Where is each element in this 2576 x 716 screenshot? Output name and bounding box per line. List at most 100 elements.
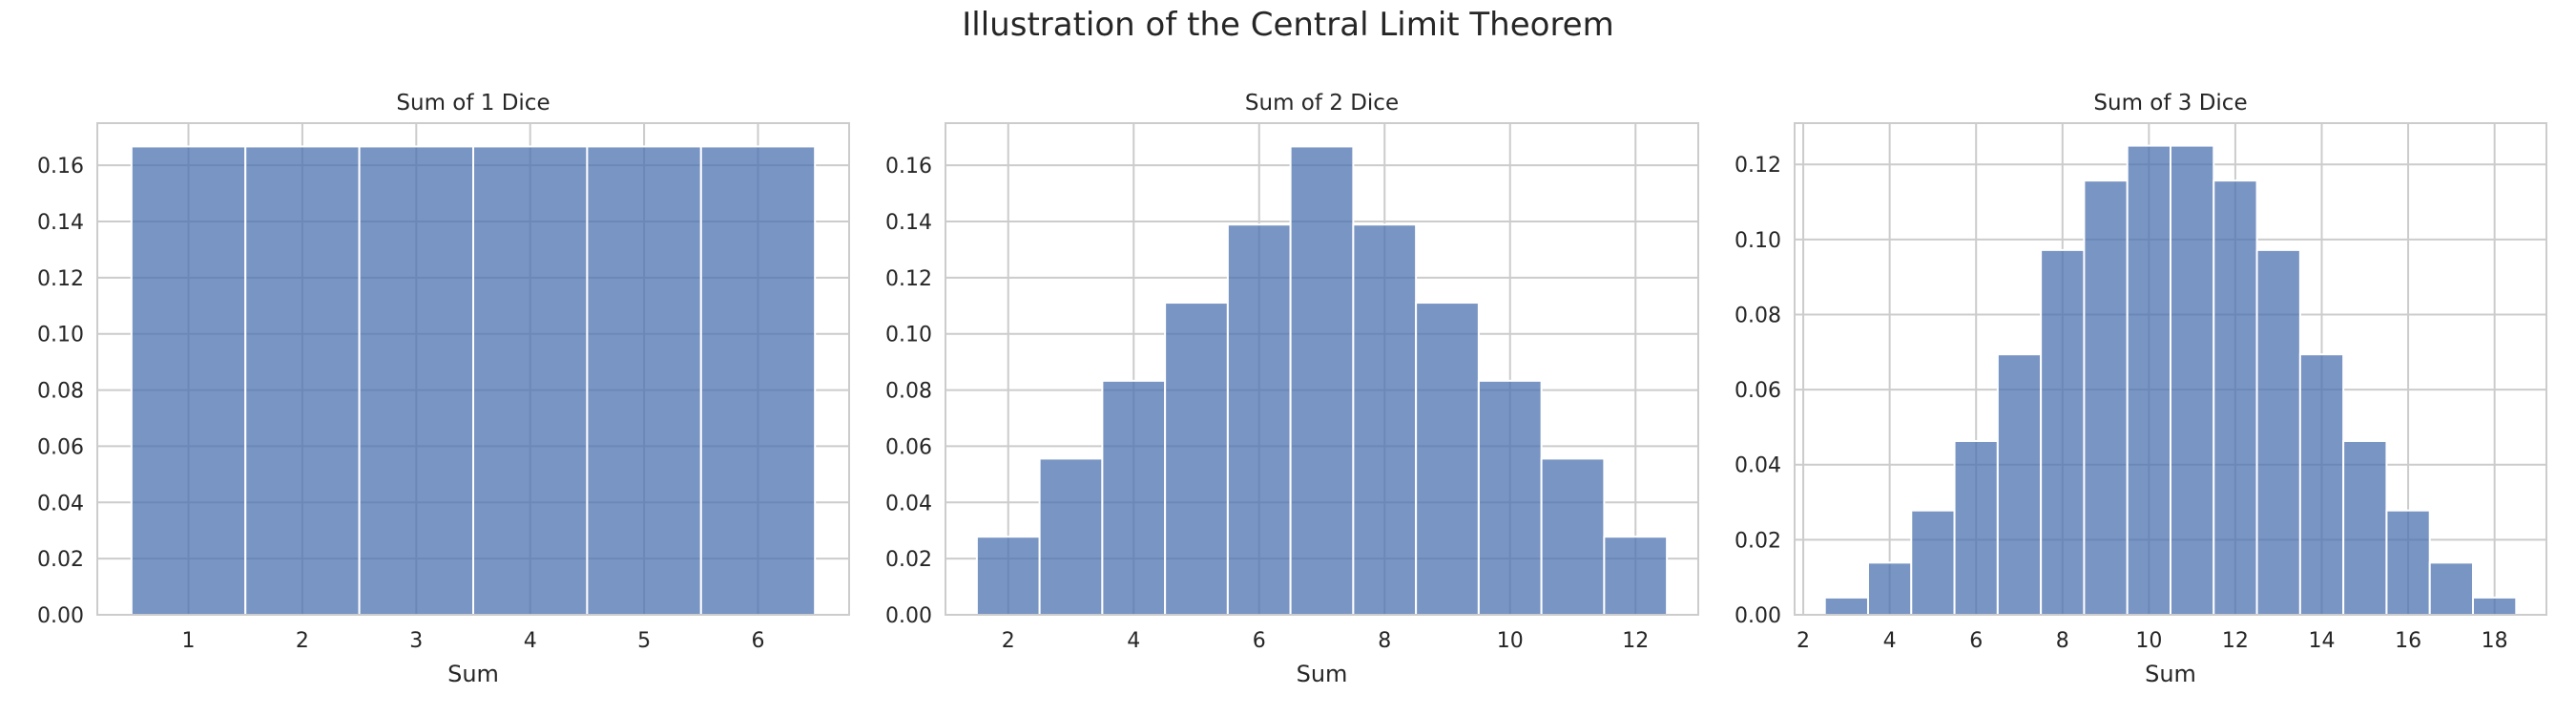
figure-title: Illustration of the Central Limit Theore…	[962, 6, 1614, 44]
x-tick-label: 8	[1378, 629, 1391, 653]
bar	[699, 145, 817, 616]
bar	[1352, 223, 1418, 616]
x-axis-label: Sum	[2145, 661, 2196, 687]
x-tick-label: 2	[296, 629, 309, 653]
bar	[2212, 179, 2258, 616]
x-tick-label: 10	[1497, 629, 1524, 653]
y-tick-label: 0.04	[1735, 454, 1781, 478]
bar	[2342, 439, 2388, 617]
bar	[244, 145, 361, 616]
bar	[1038, 457, 1104, 616]
subplot-title: Sum of 2 Dice	[1245, 91, 1399, 116]
y-tick-label: 0.00	[1735, 604, 1781, 628]
x-axis-label: Sum	[1297, 661, 1348, 687]
subplot-sum-of-2-dice: Sum of 2 Dice Sum 0.000.020.040.060.080.…	[885, 91, 1699, 687]
y-tick-label: 0.12	[1735, 154, 1781, 178]
bar	[2255, 248, 2301, 616]
bar	[1823, 596, 1869, 616]
y-tick-label: 0.06	[885, 435, 932, 459]
bar	[1866, 561, 1913, 617]
x-tick-label: 6	[751, 629, 764, 653]
subplot-title: Sum of 3 Dice	[2093, 91, 2247, 116]
bar	[1101, 379, 1167, 616]
bars	[130, 145, 817, 616]
bar	[2428, 561, 2475, 617]
bar	[1603, 536, 1669, 617]
x-tick-label: 5	[637, 629, 651, 653]
y-tick-label: 0.08	[37, 380, 84, 404]
bars	[975, 145, 1669, 617]
subplot-sum-of-3-dice: Sum of 3 Dice Sum 0.000.020.040.060.080.…	[1735, 91, 2547, 687]
bar	[2126, 144, 2172, 616]
y-tick-labels: 0.00 0.02 0.04 0.06 0.08 0.10 0.12 0.14 0.16	[885, 155, 932, 628]
x-tick-label: 2	[1002, 629, 1015, 653]
bar	[1953, 439, 1999, 617]
bar	[2385, 509, 2431, 616]
subplot-title: Sum of 1 Dice	[396, 91, 550, 116]
x-tick-label: 1	[182, 629, 196, 653]
bar	[975, 536, 1041, 617]
y-tick-label: 0.14	[885, 211, 932, 235]
bar	[472, 145, 589, 616]
y-tick-label: 0.02	[885, 548, 932, 572]
bar	[1164, 302, 1229, 616]
y-tick-label: 0.02	[1735, 529, 1781, 553]
x-tick-labels: 2 4 6 8 10 12 14 16 18	[1797, 629, 2508, 653]
y-tick-label: 0.06	[37, 435, 84, 459]
x-tick-label: 16	[2395, 629, 2421, 653]
x-tick-label: 2	[1797, 629, 1810, 653]
x-tick-label: 4	[1883, 629, 1897, 653]
x-tick-label: 12	[2222, 629, 2249, 653]
bar	[2472, 596, 2518, 616]
y-tick-labels: 0.00 0.02 0.04 0.06 0.08 0.10 0.12 0.14 0.16	[37, 155, 84, 628]
bars	[1823, 144, 2518, 617]
bar	[1289, 145, 1355, 616]
x-tick-label: 6	[1969, 629, 1983, 653]
y-tick-label: 0.08	[1735, 304, 1781, 327]
x-tick-labels: 2 4 6 8 10 12	[1002, 629, 1650, 653]
y-tick-label: 0.16	[37, 155, 84, 179]
y-tick-labels: 0.00 0.02 0.04 0.06 0.08 0.10 0.12	[1735, 154, 1781, 628]
bar	[1540, 457, 1606, 616]
y-tick-label: 0.12	[37, 267, 84, 291]
bar	[2040, 248, 2086, 616]
bar	[358, 145, 474, 616]
y-tick-label: 0.14	[37, 211, 84, 235]
y-tick-label: 0.02	[37, 548, 84, 572]
bar	[2083, 179, 2129, 616]
x-axis-label: Sum	[447, 661, 499, 687]
y-tick-label: 0.00	[37, 604, 84, 628]
y-tick-label: 0.04	[37, 492, 84, 516]
x-tick-label: 4	[524, 629, 537, 653]
x-tick-label: 3	[409, 629, 423, 653]
x-tick-label: 14	[2309, 629, 2336, 653]
y-tick-label: 0.16	[885, 155, 932, 179]
bar	[1996, 353, 2043, 616]
y-tick-label: 0.00	[885, 604, 932, 628]
y-tick-label: 0.10	[885, 324, 932, 347]
x-tick-label: 12	[1622, 629, 1649, 653]
y-tick-label: 0.06	[1735, 379, 1781, 403]
bar	[1226, 223, 1292, 616]
y-tick-label: 0.10	[1735, 229, 1781, 253]
x-tick-label: 8	[2056, 629, 2069, 653]
x-tick-label: 18	[2482, 629, 2508, 653]
bar	[130, 145, 247, 616]
y-tick-label: 0.04	[885, 492, 932, 516]
bar	[1415, 302, 1480, 616]
x-tick-labels: 1 2 3 4 5 6	[182, 629, 765, 653]
bar	[1910, 509, 1956, 616]
subplot-sum-of-1-dice: Sum of 1 Dice Sum 0.000.020.040.060.080.…	[37, 91, 850, 687]
x-tick-label: 10	[2135, 629, 2162, 653]
y-tick-label: 0.08	[885, 380, 932, 404]
bar	[2170, 144, 2215, 616]
bar	[586, 145, 702, 616]
y-tick-label: 0.10	[37, 324, 84, 347]
x-tick-label: 6	[1253, 629, 1266, 653]
y-tick-label: 0.12	[885, 267, 932, 291]
axes-frame	[96, 122, 850, 616]
bar	[2298, 353, 2345, 616]
x-tick-label: 4	[1127, 629, 1140, 653]
bar	[1477, 379, 1543, 616]
